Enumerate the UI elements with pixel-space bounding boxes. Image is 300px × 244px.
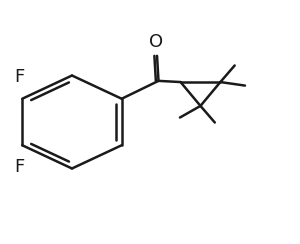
Text: O: O <box>149 33 164 51</box>
Text: F: F <box>14 68 24 86</box>
Text: F: F <box>14 158 24 176</box>
